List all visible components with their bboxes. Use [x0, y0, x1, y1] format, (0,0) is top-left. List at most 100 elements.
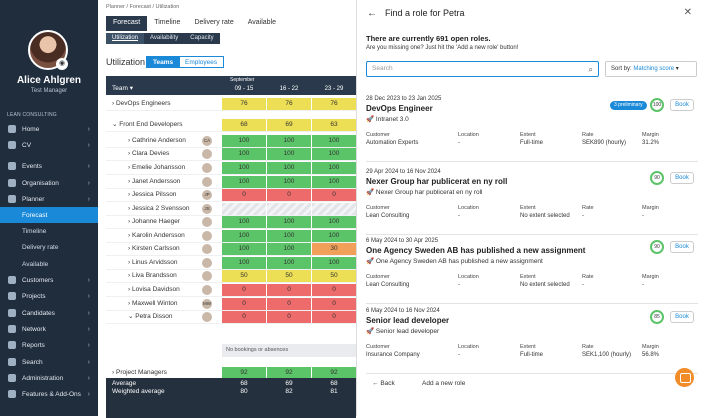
utilization-cell[interactable]: 100 — [267, 176, 311, 188]
utilization-cell[interactable]: 100 — [267, 148, 311, 160]
back-button[interactable]: ← Back — [372, 380, 395, 387]
role-card[interactable]: 6 May 2024 to 16 Nov 2024 Senior lead dev… — [366, 308, 698, 374]
chevron-icon[interactable]: ⌄ — [112, 121, 118, 128]
utilization-cell[interactable]: 100 — [222, 216, 266, 228]
sidebar-item-planner[interactable]: Planner › — [0, 191, 98, 207]
utilization-cell[interactable] — [222, 203, 266, 215]
utilization-cell[interactable]: 63 — [312, 119, 356, 131]
chevron-icon[interactable]: › — [128, 137, 131, 144]
utilization-cell[interactable]: 100 — [267, 216, 311, 228]
utilization-cell[interactable]: 100 — [222, 257, 266, 269]
chevron-icon[interactable]: › — [128, 150, 131, 157]
utilization-cell[interactable]: 100 — [267, 162, 311, 174]
utilization-cell[interactable]: 0 — [312, 189, 356, 201]
sidebar-item-cv[interactable]: CV › — [0, 137, 98, 153]
team-row[interactable]: › DevOps Engineers 76 76 76 — [106, 97, 356, 111]
chevron-icon[interactable]: › — [128, 259, 131, 266]
utilization-cell[interactable]: 0 — [222, 311, 266, 323]
role-title[interactable]: Nexer Group har publicerat en ny roll — [366, 177, 508, 186]
employee-row[interactable]: › Kirsten Carlsson 100 100 30 — [106, 242, 356, 256]
utilization-cell[interactable]: 0 — [222, 298, 266, 310]
utilization-cell[interactable]: 0 — [267, 311, 311, 323]
sidebar-item-home[interactable]: Home › — [0, 121, 98, 137]
utilization-cell[interactable]: 100 — [312, 176, 356, 188]
utilization-cell[interactable]: 100 — [222, 176, 266, 188]
preliminary-badge[interactable]: 3 preliminary — [610, 101, 647, 110]
add-role-button[interactable]: Add a new role — [422, 380, 466, 387]
camera-icon[interactable]: ◉ — [56, 58, 68, 70]
sidebar-item-events[interactable]: Events › — [0, 158, 98, 174]
chevron-icon[interactable]: › — [128, 178, 131, 185]
utilization-cell[interactable]: 100 — [267, 257, 311, 269]
role-title[interactable]: One Agency Sweden AB has published a new… — [366, 246, 586, 255]
role-title[interactable]: Senior lead developer — [366, 316, 450, 325]
chevron-icon[interactable]: › — [128, 164, 131, 171]
employee-row[interactable]: › Lovisa Davidson 0 0 0 — [106, 283, 356, 297]
employee-row[interactable]: › Jessica Pilsson JP 0 0 0 — [106, 188, 356, 202]
sidebar-item-network[interactable]: Network › — [0, 321, 98, 337]
utilization-cell[interactable]: 100 — [312, 135, 356, 147]
close-icon[interactable]: ✕ — [683, 7, 692, 18]
utilization-cell[interactable]: 50 — [312, 270, 356, 282]
chevron-icon[interactable]: › — [128, 272, 131, 279]
chevron-icon[interactable]: › — [128, 218, 131, 225]
employee-row[interactable]: › Karolin Andersson 100 100 100 — [106, 229, 356, 243]
role-card[interactable]: 28 Dec 2023 to 23 Jan 2025 DevOps Enginee… — [366, 96, 698, 162]
sidebar-item-administration[interactable]: Administration › — [0, 370, 98, 386]
employee-row[interactable]: › Emelie Johansson 100 100 100 — [106, 161, 356, 175]
utilization-cell[interactable]: 100 — [312, 148, 356, 160]
utilization-cell[interactable]: 100 — [222, 135, 266, 147]
planner-sub-delivery-rate[interactable]: Delivery rate — [22, 243, 59, 251]
utilization-cell[interactable]: 100 — [312, 162, 356, 174]
sidebar-item-projects[interactable]: Projects › — [0, 288, 98, 304]
utilization-cell[interactable]: 92 — [267, 367, 311, 379]
back-arrow-icon[interactable]: ← — [367, 8, 377, 19]
utilization-cell[interactable]: 100 — [222, 243, 266, 255]
tab-forecast[interactable]: Forecast — [106, 16, 148, 31]
utilization-cell[interactable]: 30 — [312, 243, 356, 255]
utilization-cell[interactable]: 0 — [267, 284, 311, 296]
utilization-cell[interactable]: 92 — [312, 367, 356, 379]
utilization-cell[interactable]: 100 — [267, 135, 311, 147]
planner-sub-timeline[interactable]: Timeline — [22, 227, 47, 235]
chevron-icon[interactable]: › — [128, 300, 131, 307]
utilization-cell[interactable] — [267, 203, 311, 215]
utilization-cell[interactable]: 100 — [222, 230, 266, 242]
employee-row[interactable]: › Johanne Haeger 100 100 100 — [106, 215, 356, 229]
sort-select[interactable]: Sort by: Matching score ▾ — [605, 61, 697, 77]
utilization-cell[interactable]: 100 — [312, 257, 356, 269]
tab-timeline[interactable]: Timeline — [154, 19, 181, 26]
utilization-cell[interactable]: 76 — [222, 98, 266, 110]
book-button[interactable]: Book — [670, 99, 694, 111]
utilization-cell[interactable]: 0 — [312, 284, 356, 296]
utilization-cell[interactable]: 50 — [267, 270, 311, 282]
utilization-cell[interactable]: 100 — [312, 216, 356, 228]
search-input[interactable]: Search ⌕ — [366, 61, 599, 77]
utilization-cell[interactable]: 76 — [267, 98, 311, 110]
sidebar-item-features-add-ons[interactable]: Features & Add-Ons › — [0, 386, 98, 402]
utilization-cell[interactable]: 0 — [222, 284, 266, 296]
sidebar-item-candidates[interactable]: Candidates › — [0, 305, 98, 321]
chevron-icon[interactable]: ⌄ — [128, 313, 134, 320]
chevron-icon[interactable]: › — [112, 100, 115, 107]
employee-row[interactable]: › Linus Arvidsson 100 100 100 — [106, 256, 356, 270]
chevron-icon[interactable]: › — [128, 245, 131, 252]
utilization-cell[interactable]: 69 — [267, 119, 311, 131]
employee-row[interactable]: ⌄ Petra Disson 0 0 0 — [106, 310, 356, 324]
chevron-icon[interactable]: › — [128, 191, 131, 198]
utilization-cell[interactable]: 100 — [267, 230, 311, 242]
utilization-cell[interactable]: 0 — [312, 298, 356, 310]
employee-row[interactable]: › Jessica 2 Svensson JS — [106, 202, 356, 216]
sidebar-item-organisation[interactable]: Organisation › — [0, 175, 98, 191]
employee-row[interactable]: › Clara Devies 100 100 100 — [106, 147, 356, 161]
book-button[interactable]: Book — [670, 311, 694, 323]
role-card[interactable]: 6 May 2024 to 30 Apr 2025 One Agency Swed… — [366, 238, 698, 304]
role-title[interactable]: DevOps Engineer — [366, 104, 433, 113]
employee-row[interactable]: › Janet Andersson 100 100 100 — [106, 175, 356, 189]
book-button[interactable]: Book — [670, 172, 694, 184]
planner-sub-available[interactable]: Available — [22, 260, 49, 268]
book-button[interactable]: Book — [670, 241, 694, 253]
employee-row[interactable]: › Cathrine Anderson CA 100 100 100 — [106, 134, 356, 148]
subtab-utilization[interactable]: Utilization — [106, 33, 145, 44]
tab-delivery-rate[interactable]: Delivery rate — [194, 19, 234, 26]
